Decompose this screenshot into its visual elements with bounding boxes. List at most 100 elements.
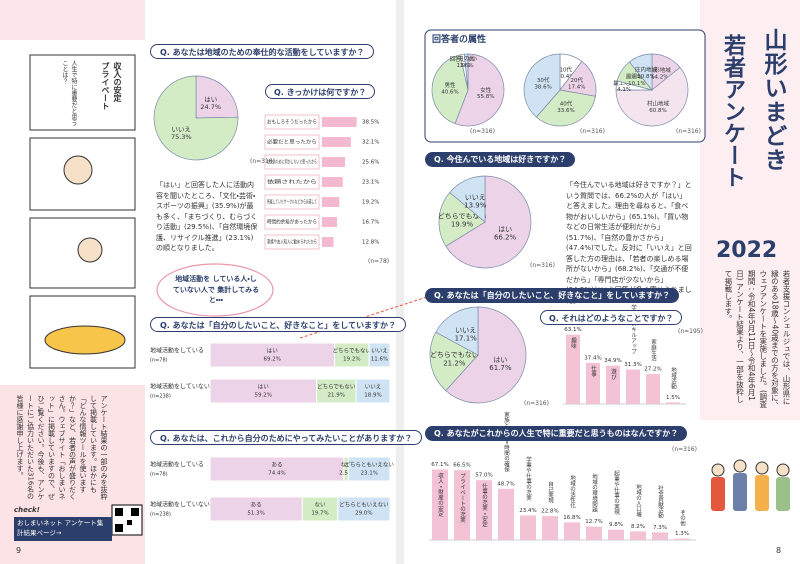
bar [322, 237, 334, 247]
bar [646, 374, 660, 404]
pie-label: 30代 [537, 76, 550, 84]
pie-value: 40.6% [441, 89, 458, 95]
bar [586, 526, 602, 540]
label-box [264, 114, 320, 130]
pie-value: 10.8% [637, 74, 654, 80]
bar-label: 学業や仕事の充実 [525, 455, 532, 502]
bar-label: 社会貢献活動 [657, 484, 664, 520]
label-box [264, 214, 320, 230]
segment-label: ない [341, 462, 353, 469]
title-sub: 若者アンケート [720, 34, 745, 188]
question-header: Q. あなたは「自分のしたいこと、好きなこと」をしていますか？ [150, 317, 407, 332]
link[interactable]: おしまいネット アンケート集計結果ページ→ [14, 517, 112, 541]
pie-value: 21.2% [443, 359, 466, 367]
bar-label: 必要だと思ったから [267, 139, 317, 146]
label-box [264, 134, 320, 150]
pie-value: 75.3% [171, 133, 192, 141]
sample-size: (n=316) [524, 400, 549, 407]
group-n: (n=78) [150, 472, 168, 478]
bar-value: 38.5% [362, 120, 379, 126]
bar [322, 137, 351, 147]
pie-label: はい [498, 225, 512, 233]
bar [542, 516, 558, 540]
pie-label: 女性 [480, 86, 492, 94]
bar [652, 532, 668, 540]
check-label: check! [14, 506, 40, 514]
bar-value: 8.2% [631, 524, 645, 530]
segment-label: はい [267, 348, 279, 355]
pie-value: 17.4% [568, 84, 585, 90]
stacked-segment [337, 496, 391, 522]
bar-label: プライベートの充実 [459, 473, 466, 524]
group-label: 地域活動をしていない [150, 501, 210, 509]
qr-code [131, 508, 139, 516]
pie-value: 4.1% [617, 87, 631, 93]
segment-label: いいえ [371, 348, 388, 355]
section-title: 回答者の属性 [432, 35, 487, 45]
bar [520, 515, 536, 540]
page-number: 8 [776, 546, 782, 555]
pie-value: 17.1% [455, 335, 478, 343]
bar-value: 9.8% [609, 522, 623, 528]
sub-question: Q. きっかけは何ですか？ [265, 84, 376, 99]
comic-face [77, 237, 103, 263]
bar-value: 37.4% [584, 355, 601, 361]
bar-label: 社会のために何かしたいと思ったから [267, 159, 317, 166]
pie-label: 山形地域 [649, 66, 672, 74]
bar [674, 538, 690, 540]
question-header: Q. あなたは、これから自分のためにやってみたいことがありますか？ [150, 430, 423, 445]
pie-label: はい [204, 95, 217, 103]
question-header: Q. 今住んでいる地域は好きですか？ [425, 152, 576, 167]
pie-value: 10.4% [557, 74, 574, 80]
group-label: 地域活動をしている [150, 347, 204, 355]
bar-value: 12.7% [585, 519, 602, 525]
note-text: 「はい」と回答した人に活動内容を聞いたところ、「文化・芸術・スポーツの振興」(3… [156, 181, 258, 252]
bar-label: 所属していたサークルなどから派遣して [267, 199, 317, 206]
bar-label: 仕事 [590, 365, 597, 378]
segment-value: 19.2% [343, 357, 360, 363]
pie-label: はい [493, 356, 507, 364]
bar-label: 趣味 [570, 336, 577, 350]
pie-slice [431, 54, 469, 125]
label-box [264, 154, 320, 170]
segment-label: どちらともいえない [345, 461, 395, 469]
bar [476, 480, 492, 540]
sample-size: (n=195) [678, 328, 703, 335]
group-label: 地域活動をしている [150, 461, 204, 469]
segment-value: 51.3% [247, 511, 264, 517]
pie-value: 13.9% [464, 201, 487, 209]
comic-text: 収入の安定 [113, 62, 122, 102]
pie-value: 66.2% [494, 233, 517, 241]
group-n: (n=238) [150, 394, 171, 400]
pie-slice [463, 53, 469, 91]
segment-value: 23.1% [360, 471, 377, 477]
stacked-segment [355, 378, 391, 404]
bar-value: 1.5% [666, 395, 680, 401]
stacked-segment [316, 378, 357, 404]
bar-value: 27.2% [644, 367, 661, 373]
bar-value: 16.8% [563, 515, 580, 521]
bar-value: 7.3% [653, 525, 667, 531]
stacked-segment [209, 378, 318, 404]
group-n: (n=238) [150, 512, 171, 518]
pie-slice [449, 175, 486, 223]
segment-label: どちらでもない [317, 383, 356, 391]
bar-value: 31.3% [624, 362, 641, 368]
stacked-segment [209, 456, 345, 482]
bar-label: 家族と過ごす時間の確保 [503, 411, 510, 474]
comic-face [63, 155, 93, 185]
question-header: Q. あなたは「自分のしたいこと、好きなこと」をしていますか？ [425, 288, 680, 303]
bar [626, 369, 640, 404]
pie-value: 19.9% [451, 221, 474, 229]
bar-label: 時間的余裕があったから [267, 219, 317, 226]
bar [630, 531, 646, 540]
pie-slice [435, 306, 479, 356]
bar [432, 469, 448, 540]
stacked-segment [334, 342, 370, 368]
stacked-segment [343, 456, 349, 482]
bar [322, 157, 346, 167]
segment-label: どちらでもない [333, 347, 372, 355]
stacked-segment [368, 342, 391, 368]
bar-value: 57.0% [475, 473, 492, 479]
